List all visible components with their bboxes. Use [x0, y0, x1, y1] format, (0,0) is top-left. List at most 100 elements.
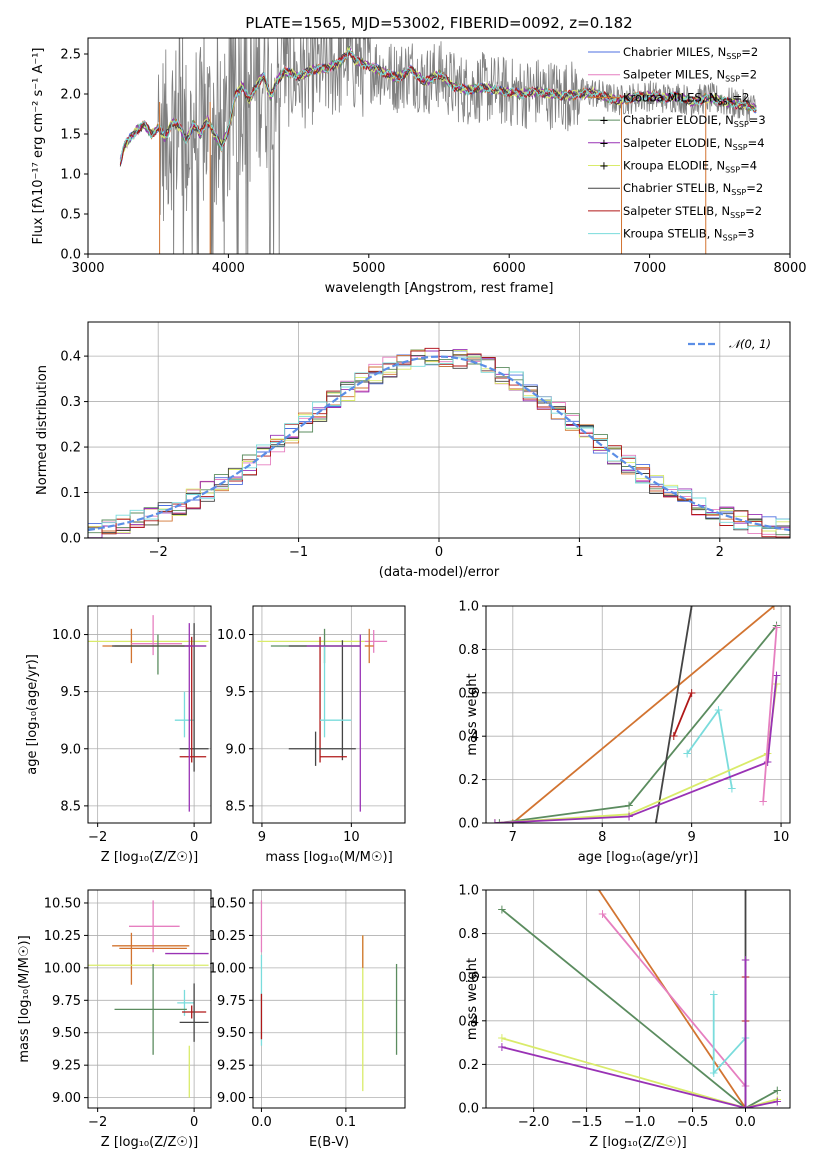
x-tick-label: −1 — [289, 545, 308, 560]
histogram-step-salpeter-stelib — [88, 347, 790, 538]
y-tick-label: 2.0 — [60, 88, 81, 103]
y-axis-label: Normed distribution — [35, 365, 50, 495]
x-axis-label: Z [log₁₀(Z/Z☉)] — [101, 1135, 198, 1150]
errorbar-salpeter-stelib — [319, 636, 347, 763]
legend-marker: + — [599, 159, 609, 173]
y-tick-label: 1.0 — [458, 600, 479, 615]
y-axis-label: mass weight — [465, 958, 480, 1040]
x-axis-label: Z [log₁₀(Z/Z☉)] — [589, 1135, 686, 1150]
y-tick-label: 2.5 — [60, 48, 81, 63]
legend-label: Kroupa ELODIE, NSSP=4 — [623, 159, 757, 175]
y-tick-label: 1.0 — [458, 884, 479, 899]
x-tick-label: 5000 — [352, 261, 385, 276]
weight-point-marker: + — [709, 1066, 719, 1080]
weight-line-kroupa-stelib — [686, 707, 733, 789]
y-tick-label: 10.00 — [44, 961, 81, 976]
x-axis-label: (data-model)/error — [379, 565, 500, 580]
y-tick-label: 0.5 — [60, 208, 81, 223]
errorbar-salpeter-stelib — [179, 636, 207, 763]
y-tick-label: 0.0 — [458, 1102, 479, 1117]
plot-area — [260, 900, 398, 1092]
y-tick-label: 10.50 — [209, 896, 246, 911]
weight-point-marker: + — [624, 807, 634, 821]
weight-point-marker: + — [740, 1101, 750, 1115]
y-tick-label: 0.2 — [60, 441, 81, 456]
weight-point-marker: + — [497, 903, 507, 917]
y-tick-label: 9.50 — [217, 1026, 246, 1041]
y-axis-label: mass weight — [465, 673, 480, 755]
legend-marker: + — [599, 113, 609, 127]
errorbar-salpeter-elodie — [184, 623, 207, 812]
x-tick-label: −2.0 — [518, 1115, 550, 1130]
y-tick-label: 8.5 — [225, 799, 246, 814]
plot-area — [119, 38, 757, 254]
weight-point-marker: + — [713, 703, 723, 717]
x-tick-label: 2 — [716, 545, 724, 560]
y-tick-label: 0.0 — [60, 532, 81, 547]
errorbar-kroupa-stelib — [174, 691, 195, 738]
y-tick-label: 9.0 — [60, 742, 81, 757]
weight-point-marker: + — [769, 599, 779, 613]
weight-point-marker: + — [494, 816, 504, 830]
errorbar-salpeter-miles — [364, 629, 388, 653]
axes-frame — [485, 889, 791, 1109]
weight-line-salpeter-stelib — [672, 692, 693, 737]
weight-point-marker: + — [763, 755, 773, 769]
x-axis-label: mass [log₁₀(M/M☉)] — [265, 850, 392, 865]
y-tick-label: 0.6 — [458, 686, 479, 701]
y-tick-label: 9.25 — [217, 1059, 246, 1074]
errorbar-kroupa-stelib — [320, 645, 352, 738]
axes-frame — [485, 605, 791, 824]
y-tick-label: 9.75 — [217, 994, 246, 1009]
weight-point-marker: + — [624, 809, 634, 823]
weight-point-marker: + — [727, 781, 737, 795]
weight-line-chabrier-elodie — [501, 908, 778, 1108]
y-tick-label: 10.0 — [52, 628, 81, 643]
chart-weight-age: 7 8 9 10 0.0 0.2 0.4 0.6 0.8 1.0 age [log₁₀(age/yr… — [458, 599, 791, 865]
chart-mass-Z: −2 0 9.00 9.25 9.50 9.75 10.00 10.25 10.50 Z [log… — [17, 889, 212, 1150]
weight-point-marker: + — [740, 953, 750, 967]
weight-point-marker: + — [508, 816, 518, 830]
weight-point-marker: + — [624, 799, 634, 813]
y-tick-label: 1.0 — [60, 168, 81, 183]
weight-line-kroupa-elodie — [501, 1037, 778, 1108]
errorbar-chabrier-stelib — [179, 623, 209, 772]
x-tick-label: −2 — [88, 830, 107, 845]
weight-line-salpeter-elodie — [494, 675, 778, 823]
weight-point-marker: + — [772, 619, 782, 633]
y-tick-label: 0.4 — [60, 350, 81, 365]
legend-label: Kroupa STELIB, NSSP=3 — [623, 227, 754, 243]
weight-point-marker: + — [772, 1092, 782, 1106]
x-tick-label: 3000 — [71, 261, 104, 276]
x-tick-label: 8 — [598, 830, 606, 845]
legend-label: Kroupa MILES, NSSP=2 — [623, 90, 749, 106]
weight-line-salpeter-miles — [601, 913, 747, 1087]
x-tick-label: 8000 — [773, 261, 806, 276]
histogram-step-kroupa-stelib — [88, 356, 790, 530]
chart-mass-ebv: 0.0 0.1 9.00 9.25 9.50 9.75 10.00 10.25 10.50 E(B… — [209, 889, 406, 1150]
y-tick-label: 0.8 — [458, 927, 479, 942]
plot-area — [88, 615, 209, 812]
x-tick-label: 10 — [343, 830, 360, 845]
axes-frame — [87, 321, 791, 539]
x-tick-label: −1.5 — [571, 1115, 603, 1130]
x-tick-label: 0 — [435, 545, 443, 560]
weight-point-marker: + — [490, 816, 500, 830]
weight-point-marker: + — [772, 1084, 782, 1098]
y-tick-label: 9.00 — [217, 1091, 246, 1106]
x-tick-label: 0.1 — [336, 1115, 357, 1130]
errorbar-kroupa-miles — [112, 932, 190, 985]
axes-frame — [87, 605, 212, 824]
data-spectrum-line — [120, 38, 757, 254]
y-tick-label: 9.5 — [225, 685, 246, 700]
x-tick-label: 0.0 — [251, 1115, 272, 1130]
y-tick-label: 9.50 — [52, 1026, 81, 1041]
weight-point-marker: + — [709, 988, 719, 1002]
chart-spectrum: 3000 4000 5000 6000 7000 8000 0.0 0.5 1.0 1.5 2.0 2… — [31, 37, 807, 296]
axes-frame — [87, 889, 212, 1109]
weight-point-marker: + — [490, 816, 500, 830]
weight-point-marker: + — [758, 794, 768, 808]
y-tick-label: 0.3 — [60, 395, 81, 410]
legend-marker: + — [599, 136, 609, 150]
